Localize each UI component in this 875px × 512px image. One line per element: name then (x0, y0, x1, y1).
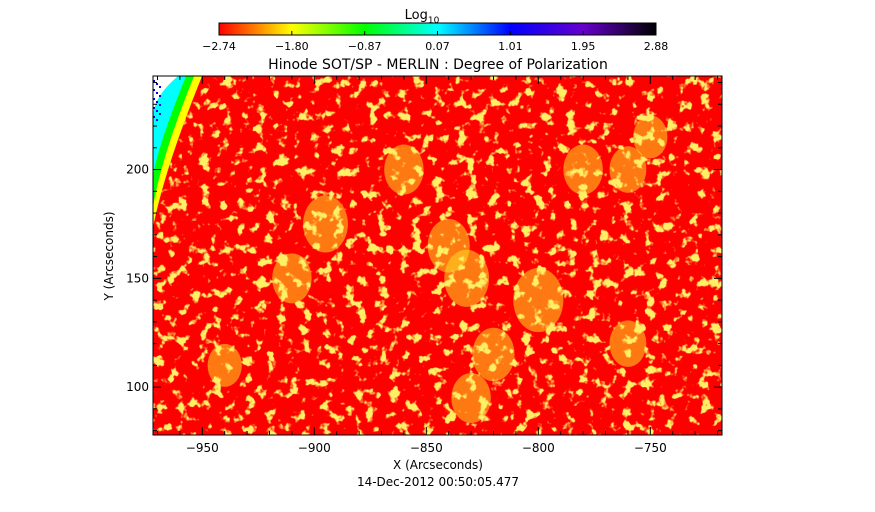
x-tick-label: −750 (634, 441, 667, 455)
limb-pixel (156, 110, 158, 112)
limb-pixel (153, 98, 155, 100)
colorbar-tick-label: −0.87 (348, 40, 382, 53)
colorbar-tick-label: 1.01 (498, 40, 523, 53)
x-axis: −950 −900 −850 −800 −750 (156, 76, 719, 455)
colorbar-tick-label: −1.80 (275, 40, 309, 53)
limb-pixel (153, 116, 155, 118)
colorbar-tick-label: 2.88 (644, 40, 669, 53)
polarization-texture (153, 76, 722, 435)
colorbar-tick-label: 1.95 (571, 40, 596, 53)
x-tick-label: −800 (522, 441, 555, 455)
limb-pixel (153, 80, 155, 82)
colorbar-tick-label: 0.07 (425, 40, 450, 53)
limb-pixel (153, 89, 155, 91)
x-tick-label: −900 (298, 441, 331, 455)
limb-pixel (156, 92, 158, 94)
y-tick-label: 100 (126, 380, 149, 394)
x-axis-label: X (Arcseconds) (393, 458, 483, 472)
x-tick-label: −950 (186, 441, 219, 455)
timestamp: 14-Dec-2012 00:50:05.477 (357, 475, 519, 489)
chart-title: Hinode SOT/SP - MERLIN : Degree of Polar… (268, 57, 608, 73)
plot-area (153, 76, 722, 435)
y-axis: 100 150 200 (126, 82, 722, 432)
y-tick-label: 200 (126, 163, 149, 177)
limb-cyan (153, 76, 187, 178)
solar-limb (153, 76, 203, 228)
colorbar-label: Log10 (405, 8, 440, 26)
colorbar: Log10 −2.74 −1.80 −0.87 0.07 1.01 1.95 2.88 (202, 8, 668, 53)
y-axis-label: Y (Arcseconds) (102, 211, 116, 301)
limb-pixel (159, 113, 161, 115)
x-tick-label: −850 (410, 441, 443, 455)
limb-pixel (159, 86, 161, 88)
limb-pixel (156, 101, 158, 103)
limb-pixel (156, 83, 158, 85)
limb-pixel (159, 104, 161, 106)
colorbar-tick-label: −2.74 (202, 40, 236, 53)
plot-frame (152, 75, 723, 436)
limb-pixel (153, 107, 155, 109)
colorbar-ticks: −2.74 −1.80 −0.87 0.07 1.01 1.95 2.88 (202, 31, 668, 53)
limb-pixel (156, 119, 158, 121)
y-tick-label: 150 (126, 271, 149, 285)
limb-pixel (159, 95, 161, 97)
